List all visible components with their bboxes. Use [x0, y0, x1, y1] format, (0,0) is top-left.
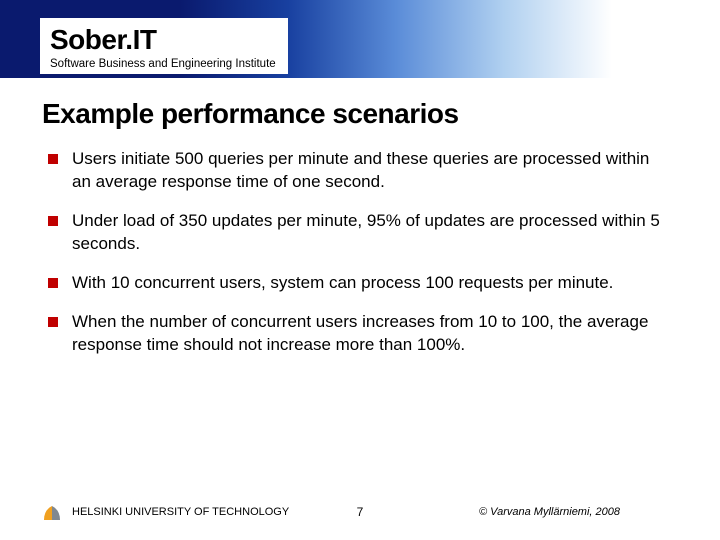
- university-logo-icon: [42, 502, 62, 522]
- bullet-list: Users initiate 500 queries per minute an…: [48, 148, 672, 357]
- logo-box: Sober.IT Software Business and Engineeri…: [40, 18, 288, 74]
- list-item: With 10 concurrent users, system can pro…: [48, 272, 672, 295]
- header-bar: Sober.IT Software Business and Engineeri…: [0, 0, 720, 78]
- list-item: When the number of concurrent users incr…: [48, 311, 672, 357]
- bullet-text: Users initiate 500 queries per minute an…: [72, 148, 672, 194]
- logo-subtitle: Software Business and Engineering Instit…: [50, 58, 276, 70]
- footer: HELSINKI UNIVERSITY OF TECHNOLOGY 7 © Va…: [0, 502, 720, 522]
- footer-org: HELSINKI UNIVERSITY OF TECHNOLOGY: [72, 506, 289, 518]
- bullet-text: With 10 concurrent users, system can pro…: [72, 272, 613, 295]
- footer-copyright: © Varvana Myllärniemi, 2008: [479, 506, 620, 518]
- footer-page-number: 7: [357, 505, 364, 519]
- bullet-text: When the number of concurrent users incr…: [72, 311, 672, 357]
- bullet-marker-icon: [48, 216, 58, 226]
- bullet-marker-icon: [48, 317, 58, 327]
- list-item: Under load of 350 updates per minute, 95…: [48, 210, 672, 256]
- bullet-marker-icon: [48, 278, 58, 288]
- list-item: Users initiate 500 queries per minute an…: [48, 148, 672, 194]
- bullet-text: Under load of 350 updates per minute, 95…: [72, 210, 672, 256]
- bullet-marker-icon: [48, 154, 58, 164]
- slide-title: Example performance scenarios: [42, 98, 720, 130]
- logo-title: Sober.IT: [50, 24, 276, 56]
